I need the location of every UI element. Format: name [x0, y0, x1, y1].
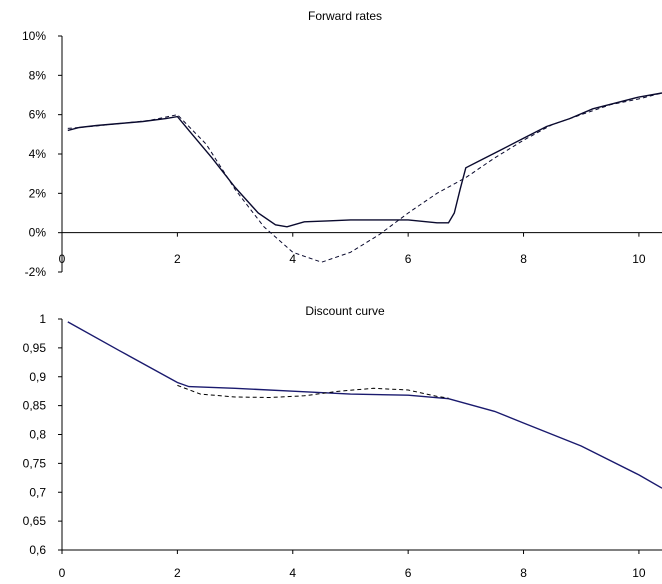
x-tick-label: 4: [289, 566, 296, 580]
x-tick-label: 8: [520, 252, 527, 266]
y-tick-label: 10%: [22, 29, 46, 43]
y-tick-label: 2%: [29, 186, 47, 200]
y-tick-label: 0,85: [23, 399, 47, 413]
y-tick-label: -2%: [25, 265, 47, 279]
y-tick-label: 4%: [29, 147, 47, 161]
x-tick-label: 2: [174, 566, 181, 580]
series-line-solid: [67, 92, 662, 228]
x-tick-label: 2: [174, 252, 181, 266]
y-tick-label: 0,95: [23, 341, 47, 355]
y-tick-label: 0,7: [29, 485, 46, 499]
y-tick-label: 1: [39, 312, 46, 326]
series-line-dashed: [67, 92, 662, 263]
x-tick-label: 4: [289, 252, 296, 266]
y-tick-label: 8%: [29, 68, 47, 82]
series-line-dashed: [177, 384, 449, 399]
y-tick-label: 0,75: [23, 456, 47, 470]
series-line-solid: [67, 321, 662, 489]
chart-title: Forward rates: [308, 9, 382, 23]
chart-title: Discount curve: [305, 304, 385, 318]
discount-curve-chart: Discount curve 1 0,95 0,9 0,85 0,8 0,75 0,7 0,6…: [23, 304, 662, 580]
x-tick-label: 10: [632, 566, 646, 580]
y-tick-label: 0%: [29, 226, 47, 240]
x-tick-label: 6: [405, 566, 412, 580]
y-tick-label: 6%: [29, 108, 47, 122]
x-tick-label: 8: [520, 566, 527, 580]
x-tick-label: 6: [405, 252, 412, 266]
forward-rates-chart: Forward rates 10% 8% 6% 4% 2% 0% -2% 0 2 4 6 8 10: [22, 9, 662, 279]
x-tick-label: 10: [632, 252, 646, 266]
y-tick-label: 0,65: [23, 514, 47, 528]
x-tick-label: 0: [59, 566, 66, 580]
y-tick-label: 0,9: [29, 370, 46, 384]
y-tick-label: 0,6: [29, 543, 46, 557]
y-tick-label: 0,8: [29, 428, 46, 442]
x-tick-label: 0: [59, 252, 66, 266]
